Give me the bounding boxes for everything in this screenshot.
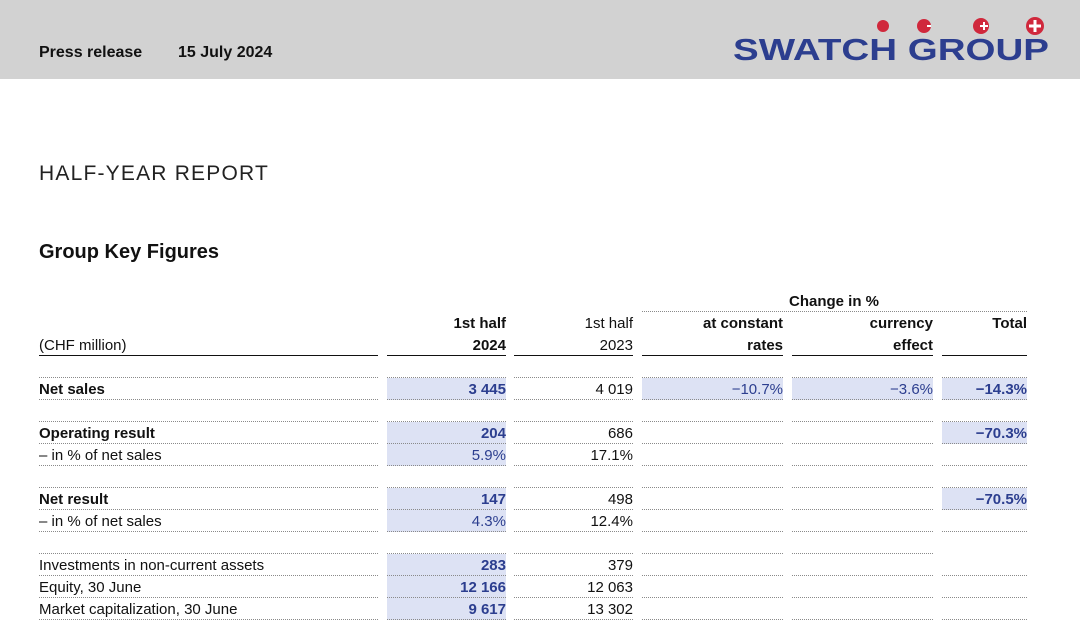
col-constant-line1: at constant <box>702 315 783 332</box>
change-header-rule <box>642 311 1027 312</box>
net-result-2024: 147 <box>480 491 506 508</box>
logo-wordmark: SWATCH GROUP <box>733 32 1049 67</box>
highlight-cell <box>942 422 1027 444</box>
highlight-cell <box>387 422 506 466</box>
report-title: HALF-YEAR REPORT <box>39 162 270 185</box>
release-date: 15 July 2024 <box>178 44 273 61</box>
net-sales-constant: −10.7% <box>731 381 783 398</box>
col-2023-line1: 1st half <box>584 315 633 332</box>
header-underline <box>514 355 633 356</box>
net-sales-total: −14.3% <box>975 381 1027 398</box>
section-title: Group Key Figures <box>39 241 220 263</box>
row-label-net-result-percent: – in % of net sales <box>39 513 162 530</box>
swatch-group-logo: SWATCH GROUP <box>733 17 1049 67</box>
net-sales-2023: 4 019 <box>595 381 633 398</box>
net-result-percent-2024: 4.3% <box>471 513 506 530</box>
row-label-net-result: Net result <box>39 491 109 508</box>
operating-result-total: −70.3% <box>975 425 1027 442</box>
operating-percent-2024: 5.9% <box>471 447 506 464</box>
row-label-investments: Investments in non-current assets <box>39 557 265 574</box>
unit-label: (CHF million) <box>39 337 127 354</box>
header-band: Press release 15 July 2024 SWATCH GROUP <box>0 0 1080 79</box>
equity-2024: 12 166 <box>460 579 506 596</box>
highlight-cell <box>942 488 1027 510</box>
header-underline <box>792 355 933 356</box>
operating-result-2024: 204 <box>480 425 506 442</box>
highlight-cell <box>387 554 506 620</box>
row-label-operating-result: Operating result <box>39 425 155 442</box>
highlight-cell <box>642 378 783 400</box>
change-in-percent-header: Change in % <box>789 293 880 310</box>
net-sales-2024: 3 445 <box>468 381 506 398</box>
highlight-cell <box>387 378 506 400</box>
col-constant-line2: rates <box>747 337 783 354</box>
net-result-total: −70.5% <box>975 491 1027 508</box>
net-result-2023: 498 <box>607 491 633 508</box>
col-currency-line1: currency <box>869 315 933 332</box>
col-2024-line2: 2024 <box>472 337 506 354</box>
row-label-equity: Equity, 30 June <box>39 579 142 596</box>
row-label-market-cap: Market capitalization, 30 June <box>39 601 238 618</box>
market-cap-2023: 13 302 <box>587 601 633 618</box>
operating-percent-2023: 17.1% <box>590 447 633 464</box>
net-sales-currency: −3.6% <box>890 381 933 398</box>
equity-2023: 12 063 <box>587 579 633 596</box>
header-underline <box>39 355 378 356</box>
highlight-cell <box>387 488 506 532</box>
col-2024-line1: 1st half <box>453 315 506 332</box>
col-total: Total <box>992 315 1027 332</box>
market-cap-2024: 9 617 <box>468 601 506 618</box>
col-currency-line2: effect <box>892 337 933 354</box>
operating-result-2023: 686 <box>607 425 633 442</box>
press-release-label: Press release <box>39 44 143 61</box>
highlight-cell <box>792 378 933 400</box>
row-label-operating-percent: – in % of net sales <box>39 447 162 464</box>
highlight-cell <box>942 378 1027 400</box>
col-2023-line2: 2023 <box>599 337 633 354</box>
net-result-percent-2023: 12.4% <box>590 513 633 530</box>
investments-2024: 283 <box>480 557 506 574</box>
investments-2023: 379 <box>607 557 633 574</box>
header-underline <box>642 355 783 356</box>
header-underline <box>942 355 1027 356</box>
header-underline <box>387 355 506 356</box>
row-label-net-sales: Net sales <box>39 381 105 398</box>
